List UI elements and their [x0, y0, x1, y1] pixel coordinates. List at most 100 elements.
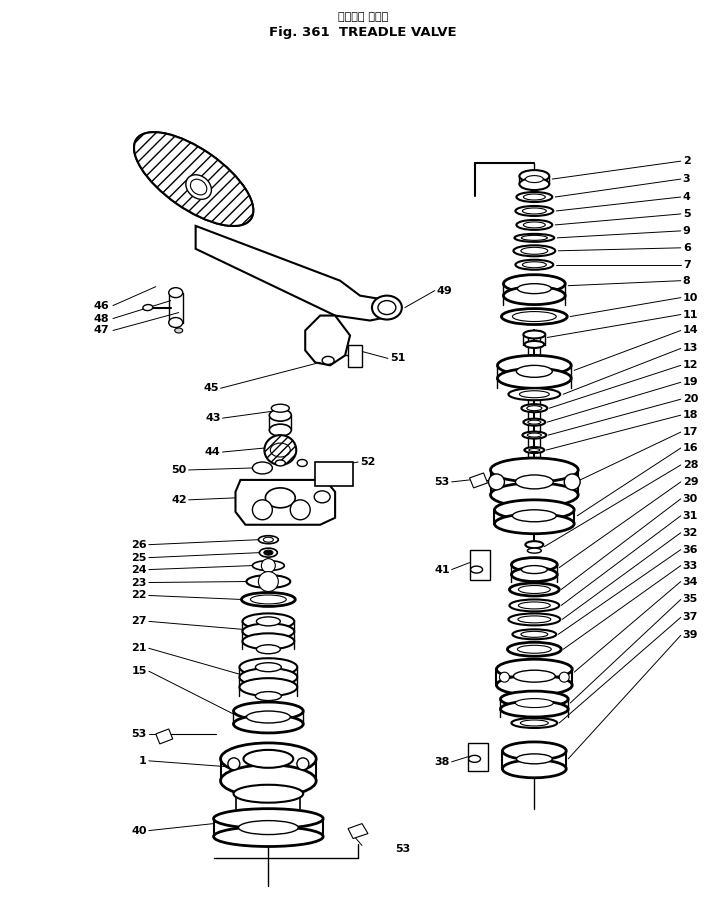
Ellipse shape	[527, 406, 542, 410]
Ellipse shape	[526, 175, 543, 183]
Ellipse shape	[523, 208, 546, 214]
Ellipse shape	[256, 663, 281, 672]
Circle shape	[228, 758, 240, 770]
Ellipse shape	[502, 742, 566, 760]
Ellipse shape	[521, 235, 547, 241]
Ellipse shape	[527, 548, 542, 554]
Text: Fig. 361  TREADLE VALVE: Fig. 361 TREADLE VALVE	[269, 26, 457, 39]
Ellipse shape	[372, 296, 402, 319]
Ellipse shape	[524, 447, 544, 453]
Ellipse shape	[518, 602, 550, 609]
Ellipse shape	[378, 300, 396, 315]
Text: 18: 18	[682, 410, 698, 420]
Ellipse shape	[521, 720, 548, 726]
Ellipse shape	[523, 262, 546, 268]
Ellipse shape	[494, 499, 574, 520]
Ellipse shape	[516, 754, 552, 764]
Ellipse shape	[253, 561, 285, 571]
Ellipse shape	[516, 192, 552, 202]
Text: 21: 21	[131, 644, 147, 654]
Ellipse shape	[515, 234, 554, 241]
Ellipse shape	[264, 537, 274, 543]
Text: 48: 48	[94, 314, 109, 323]
Ellipse shape	[143, 305, 152, 310]
Text: 4: 4	[682, 192, 690, 202]
Ellipse shape	[234, 702, 303, 720]
Ellipse shape	[515, 206, 553, 216]
Ellipse shape	[272, 404, 289, 412]
Ellipse shape	[528, 420, 541, 424]
Ellipse shape	[266, 487, 295, 508]
Ellipse shape	[242, 623, 294, 639]
Ellipse shape	[511, 557, 558, 572]
Ellipse shape	[524, 341, 544, 348]
Text: 8: 8	[682, 275, 690, 285]
Ellipse shape	[314, 491, 330, 503]
Polygon shape	[195, 226, 395, 320]
Ellipse shape	[497, 675, 572, 695]
Ellipse shape	[297, 460, 307, 466]
Ellipse shape	[253, 462, 272, 474]
Text: 33: 33	[682, 561, 698, 571]
Ellipse shape	[246, 711, 290, 723]
Ellipse shape	[513, 245, 555, 256]
Ellipse shape	[264, 435, 296, 465]
Text: 9: 9	[682, 226, 690, 236]
Text: 53: 53	[131, 729, 147, 739]
Ellipse shape	[134, 132, 253, 226]
Text: 32: 32	[682, 528, 698, 538]
Text: 20: 20	[682, 394, 698, 404]
Ellipse shape	[238, 821, 298, 834]
Ellipse shape	[234, 715, 303, 733]
Ellipse shape	[515, 699, 553, 708]
Ellipse shape	[510, 583, 559, 596]
Ellipse shape	[242, 592, 295, 607]
Polygon shape	[235, 480, 335, 525]
Ellipse shape	[503, 286, 566, 305]
Ellipse shape	[269, 409, 291, 421]
Ellipse shape	[491, 458, 578, 482]
Ellipse shape	[468, 756, 481, 762]
Ellipse shape	[521, 632, 548, 637]
Circle shape	[258, 572, 278, 591]
Ellipse shape	[242, 613, 294, 630]
Ellipse shape	[513, 311, 556, 321]
Bar	[470, 550, 489, 579]
Text: 24: 24	[131, 565, 147, 575]
Ellipse shape	[519, 170, 550, 182]
Text: 10: 10	[682, 293, 698, 303]
Text: 53: 53	[395, 844, 410, 854]
Bar	[315, 462, 353, 486]
Text: 38: 38	[434, 756, 449, 767]
Text: 7: 7	[682, 260, 690, 270]
Ellipse shape	[526, 542, 543, 548]
Ellipse shape	[523, 194, 545, 200]
Ellipse shape	[511, 718, 558, 728]
Circle shape	[261, 559, 275, 573]
Ellipse shape	[500, 691, 568, 707]
Ellipse shape	[256, 617, 280, 626]
Circle shape	[290, 499, 310, 520]
Ellipse shape	[500, 701, 568, 717]
Ellipse shape	[256, 644, 280, 654]
Circle shape	[499, 672, 510, 682]
Text: 23: 23	[131, 577, 147, 588]
Ellipse shape	[513, 630, 556, 639]
Ellipse shape	[527, 433, 542, 437]
Ellipse shape	[503, 274, 566, 293]
Ellipse shape	[519, 178, 550, 190]
Ellipse shape	[221, 765, 317, 797]
Circle shape	[564, 474, 580, 490]
Text: 2: 2	[682, 156, 690, 166]
Circle shape	[489, 474, 505, 490]
Text: 13: 13	[682, 343, 698, 353]
Ellipse shape	[234, 785, 303, 802]
Ellipse shape	[502, 760, 566, 778]
Ellipse shape	[519, 391, 550, 397]
Ellipse shape	[168, 318, 183, 328]
Ellipse shape	[516, 365, 552, 377]
Ellipse shape	[250, 595, 286, 604]
Ellipse shape	[491, 483, 578, 507]
Text: 12: 12	[682, 361, 698, 370]
Ellipse shape	[508, 388, 560, 400]
